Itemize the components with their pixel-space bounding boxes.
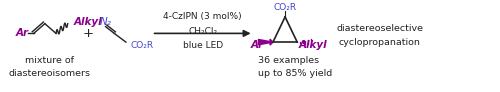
Text: +: +	[83, 27, 94, 40]
Text: diastereoisomers: diastereoisomers	[8, 69, 90, 78]
Text: mixture of: mixture of	[25, 56, 74, 65]
Polygon shape	[270, 39, 273, 45]
Text: CO₂R: CO₂R	[131, 41, 154, 51]
Text: Ar: Ar	[251, 40, 264, 50]
Text: 36 examples: 36 examples	[258, 56, 320, 65]
Text: cyclopropanation: cyclopropanation	[339, 38, 420, 47]
Text: diastereoselective: diastereoselective	[336, 24, 423, 33]
Text: N₂: N₂	[100, 17, 112, 27]
Text: Ar: Ar	[16, 28, 28, 38]
Text: Alkyl: Alkyl	[298, 40, 327, 50]
Polygon shape	[258, 39, 273, 45]
Text: up to 85% yield: up to 85% yield	[258, 69, 332, 78]
Text: CO₂R: CO₂R	[274, 3, 296, 12]
Text: Alkyl: Alkyl	[74, 17, 102, 27]
Text: blue LED: blue LED	[182, 41, 222, 51]
Text: CH₂Cl₂: CH₂Cl₂	[188, 27, 217, 36]
Text: 4-CzIPN (3 mol%): 4-CzIPN (3 mol%)	[164, 12, 242, 21]
